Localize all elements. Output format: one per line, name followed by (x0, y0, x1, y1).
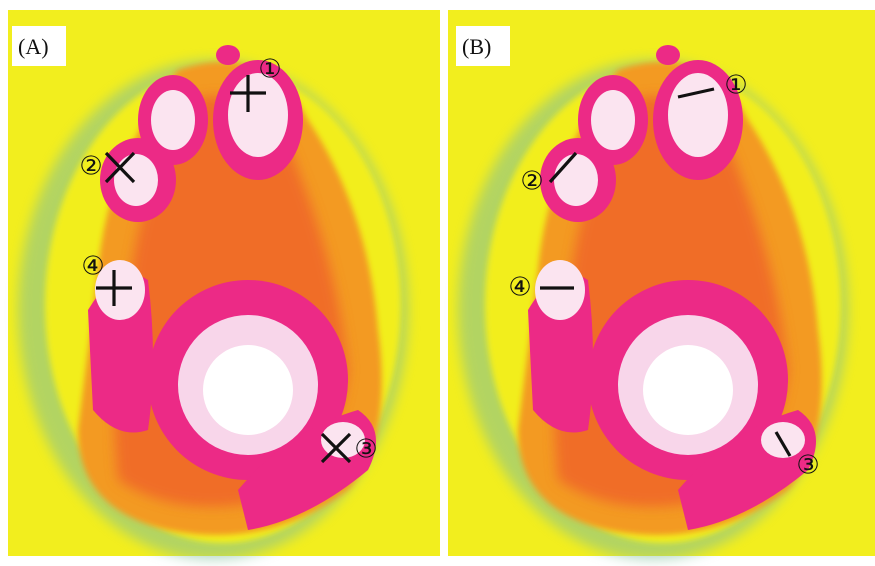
marker-number: ④ (81, 252, 104, 282)
marker-number: ② (79, 152, 102, 182)
panel-label: (B) (462, 34, 491, 59)
panel-label: (A) (18, 34, 49, 59)
marker-number: ③ (796, 451, 819, 481)
figure: (A) (B) ① ② ③ ④ ① ② ③ ④ (0, 0, 875, 566)
marker-number: ① (724, 71, 747, 101)
marker-number: ① (258, 55, 281, 85)
thermal-image (8, 10, 440, 560)
marker-number: ② (520, 167, 543, 197)
marker-number: ④ (508, 273, 531, 303)
marker-number: ③ (354, 435, 377, 465)
